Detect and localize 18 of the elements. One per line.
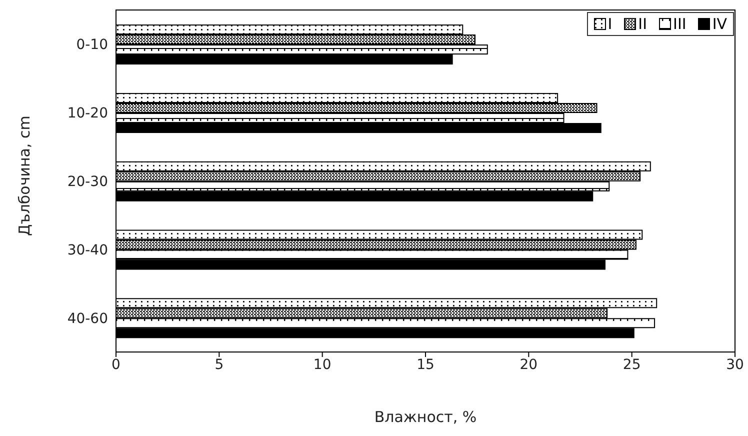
x-tick-label: 30 [726,356,744,373]
legend-label: III [673,15,686,33]
y-tick-label: 10-20 [67,106,108,122]
x-tick-label: 20 [520,356,538,373]
y-tick-label: 40-60 [67,310,108,327]
y-axis-title: Дълбочина, cm [15,116,34,236]
y-tick-label: 0-10 [76,37,108,54]
x-axis-title: Влажност, % [374,408,477,426]
x-tick-label: 10 [313,356,332,373]
x-tick-label: 15 [416,356,434,373]
y-tick-label: 20-30 [67,174,108,190]
x-tick-label: 0 [112,356,120,373]
x-tick-label: 25 [622,356,641,373]
y-tick-label: 30-40 [67,242,108,258]
legend-label: I [608,15,612,33]
legend-label: II [638,15,648,33]
legend-label: IV [712,15,727,33]
x-tick-label: 5 [214,356,224,373]
